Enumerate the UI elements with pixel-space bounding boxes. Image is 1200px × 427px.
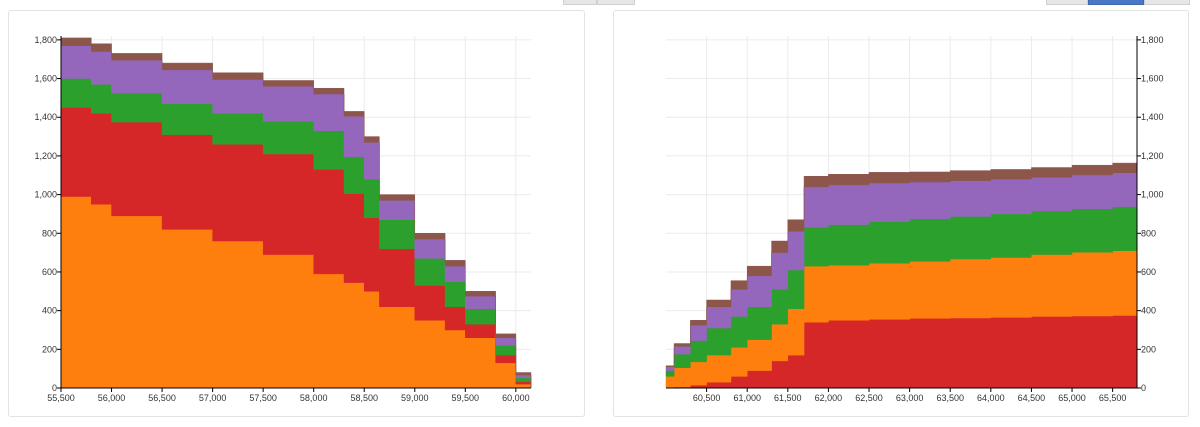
x-tick-label: 56,000 xyxy=(98,393,126,403)
x-tick-label: 58,000 xyxy=(300,393,328,403)
y-tick-label: 800 xyxy=(42,228,57,238)
y-tick-label: 0 xyxy=(52,383,57,393)
y-tick-label: 400 xyxy=(42,306,57,316)
area-series-5 xyxy=(60,37,532,388)
toolbar-button-left-a[interactable] xyxy=(563,0,597,5)
y-tick-label: 400 xyxy=(1141,306,1156,316)
x-tick-label: 65,500 xyxy=(1099,393,1127,403)
x-tick-label: 57,500 xyxy=(249,393,277,403)
y-tick-label: 200 xyxy=(1141,344,1156,354)
stacked-area-chart-right: 60,500 61,000 61,500 62,000 62,500 63,000 63,5… xyxy=(665,35,1164,403)
x-tick-label: 65,000 xyxy=(1058,393,1086,403)
toolbar-button-right-a[interactable] xyxy=(1046,0,1088,5)
x-tick-label: 56,500 xyxy=(148,393,176,403)
y-tick-label: 1,000 xyxy=(1141,190,1164,200)
y-tick-label: 600 xyxy=(1141,267,1156,277)
y-tick-label: 1,200 xyxy=(34,151,57,161)
x-tick-label: 63,500 xyxy=(936,393,964,403)
x-tick-label: 64,500 xyxy=(1018,393,1046,403)
y-tick-label: 600 xyxy=(42,267,57,277)
y-tick-label: 800 xyxy=(1141,228,1156,238)
y-tick-label: 1,000 xyxy=(34,190,57,200)
x-tick-label: 55,500 xyxy=(47,393,75,403)
x-tick-label: 59,500 xyxy=(452,393,480,403)
y-tick-label: 1,800 xyxy=(1141,35,1164,45)
y-tick-label: 1,200 xyxy=(1141,151,1164,161)
y-tick-label: 1,800 xyxy=(34,35,57,45)
chart-panel-right: 60,500 61,000 61,500 62,000 62,500 63,000 63,5… xyxy=(613,10,1189,417)
x-tick-label: 59,000 xyxy=(401,393,429,403)
toolbar-button-right-c[interactable] xyxy=(1144,0,1190,5)
x-tick-label: 61,500 xyxy=(774,393,802,403)
area-series-group xyxy=(60,37,532,389)
x-tick-label: 62,000 xyxy=(815,393,843,403)
x-tick-label: 63,000 xyxy=(896,393,924,403)
x-tick-label: 61,000 xyxy=(733,393,761,403)
y-tick-label: 1,400 xyxy=(1141,112,1164,122)
toolbar-button-right-active[interactable] xyxy=(1088,0,1144,5)
y-tick-label: 1,400 xyxy=(34,112,57,122)
y-tick-label: 1,600 xyxy=(1141,74,1164,84)
y-tick-label: 200 xyxy=(42,344,57,354)
x-tick-label: 60,000 xyxy=(502,393,530,403)
chart-panel-left: 55,500 56,000 56,500 57,000 57,500 58,000 58,5… xyxy=(8,10,585,417)
stacked-area-chart-left: 55,500 56,000 56,500 57,000 57,500 58,000 58,5… xyxy=(34,35,532,403)
x-tick-label: 60,500 xyxy=(693,393,721,403)
area-series-group xyxy=(665,159,1138,389)
x-tick-label: 58,500 xyxy=(350,393,378,403)
y-tick-label: 0 xyxy=(1141,383,1146,393)
y-tick-label: 1,600 xyxy=(34,74,57,84)
x-tick-label: 64,000 xyxy=(977,393,1005,403)
x-tick-label: 62,500 xyxy=(855,393,883,403)
toolbar-button-left-b[interactable] xyxy=(597,0,635,5)
x-tick-label: 57,000 xyxy=(199,393,227,403)
